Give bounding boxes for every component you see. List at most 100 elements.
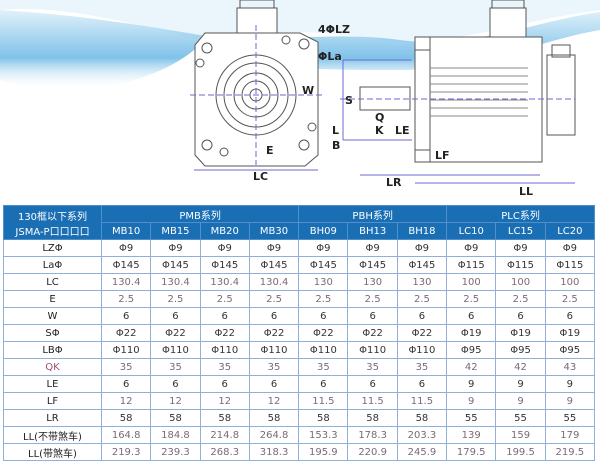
table-cell: 6 bbox=[100, 307, 152, 325]
label-le: LE bbox=[395, 124, 410, 137]
label-q: Q bbox=[375, 111, 384, 124]
table-cell: 43 bbox=[544, 358, 596, 376]
table-cell: Φ22 bbox=[199, 324, 250, 342]
table-cell: Φ22 bbox=[298, 324, 349, 342]
model-header-bh09: BH09 bbox=[298, 222, 349, 240]
table-cell: Φ115 bbox=[544, 256, 596, 274]
label-lr: LR bbox=[386, 176, 402, 189]
table-cell: 42 bbox=[495, 358, 546, 376]
table-cell: 130.4 bbox=[150, 273, 201, 291]
model-header-bh18: BH18 bbox=[396, 222, 448, 240]
table-row: E 2.5 2.5 2.5 2.5 2.5 2.5 2.5 2.5 2.5 2.5 bbox=[3, 290, 596, 308]
row-label: E bbox=[3, 290, 102, 308]
group-pbh: PBH系列 bbox=[298, 205, 448, 223]
table-cell: 6 bbox=[298, 307, 349, 325]
table-cell: Φ9 bbox=[248, 239, 300, 257]
table-cell: 6 bbox=[248, 307, 300, 325]
table-cell: Φ9 bbox=[396, 239, 448, 257]
group-pmb: PMB系列 bbox=[100, 205, 300, 223]
table-cell: 130.4 bbox=[100, 273, 152, 291]
table-cell: Φ115 bbox=[495, 256, 546, 274]
table-cell: Φ110 bbox=[248, 341, 300, 359]
label-e: E bbox=[266, 144, 274, 157]
table-cell: 179.5 bbox=[446, 443, 497, 461]
table-cell: 9 bbox=[446, 392, 497, 410]
label-w: W bbox=[302, 84, 314, 97]
table-row: LZΦ Φ9 Φ9 Φ9 Φ9 Φ9 Φ9 Φ9 Φ9 Φ9 Φ9 bbox=[3, 239, 596, 257]
table-cell: 58 bbox=[347, 409, 398, 427]
table-row: LE 6 6 6 6 6 6 6 9 9 9 bbox=[3, 375, 596, 393]
label-k: K bbox=[375, 124, 384, 137]
table-cell: Φ95 bbox=[495, 341, 546, 359]
row-label: LZΦ bbox=[3, 239, 102, 257]
table-row: LF 12 12 12 12 11.5 11.5 11.5 9 9 9 bbox=[3, 392, 596, 410]
table-cell: 6 bbox=[199, 307, 250, 325]
label-lc: LC bbox=[253, 170, 268, 183]
table-cell: 100 bbox=[446, 273, 497, 291]
row-label: LC bbox=[3, 273, 102, 291]
table-cell: 178.3 bbox=[347, 426, 398, 444]
table-cell: 130 bbox=[347, 273, 398, 291]
table-cell: Φ19 bbox=[495, 324, 546, 342]
table-cell: 12 bbox=[199, 392, 250, 410]
table-cell: Φ145 bbox=[100, 256, 152, 274]
dimension-table: 130框以下系列 JSMA-P口口口口 PMB系列 PBH系列 PLC系列 MB… bbox=[3, 205, 596, 461]
table-cell: 164.8 bbox=[100, 426, 152, 444]
table-cell: 245.9 bbox=[396, 443, 448, 461]
table-row: SΦ Φ22 Φ22 Φ22 Φ22 Φ22 Φ22 Φ22 Φ19 Φ19 Φ19 bbox=[3, 324, 596, 342]
table-cell: 35 bbox=[100, 358, 152, 376]
table-cell: 6 bbox=[495, 307, 546, 325]
table-cell: 6 bbox=[544, 307, 596, 325]
table-cell: 159 bbox=[495, 426, 546, 444]
label-ll: LL bbox=[519, 185, 533, 198]
table-cell: 12 bbox=[150, 392, 201, 410]
table-cell: 6 bbox=[199, 375, 250, 393]
model-header-lc20: LC20 bbox=[544, 222, 596, 240]
table-cell: 2.5 bbox=[248, 290, 300, 308]
table-cell: 55 bbox=[446, 409, 497, 427]
row-label: LaΦ bbox=[3, 256, 102, 274]
motor-side-view bbox=[340, 0, 576, 184]
model-header-lc10: LC10 bbox=[446, 222, 497, 240]
table-cell: 35 bbox=[199, 358, 250, 376]
table-cell: 195.9 bbox=[298, 443, 349, 461]
table-cell: 6 bbox=[298, 375, 349, 393]
table-cell: Φ110 bbox=[199, 341, 250, 359]
table-row: LaΦ Φ145 Φ145 Φ145 Φ145 Φ145 Φ145 Φ145 Φ115 Φ115 Φ… bbox=[3, 256, 596, 274]
table-cell: 6 bbox=[446, 307, 497, 325]
table-cell: 6 bbox=[150, 375, 201, 393]
row-label: QK bbox=[3, 358, 102, 376]
table-cell: 2.5 bbox=[495, 290, 546, 308]
table-cell: Φ145 bbox=[396, 256, 448, 274]
table-cell: 35 bbox=[150, 358, 201, 376]
table-row: LR 58 58 58 58 58 58 58 55 55 55 bbox=[3, 409, 596, 427]
table-cell: Φ145 bbox=[298, 256, 349, 274]
table-cell: 6 bbox=[248, 375, 300, 393]
table-cell: Φ110 bbox=[100, 341, 152, 359]
table-cell: 9 bbox=[446, 375, 497, 393]
row-label: LE bbox=[3, 375, 102, 393]
table-cell: Φ145 bbox=[150, 256, 201, 274]
table-cell: 239.3 bbox=[150, 443, 201, 461]
table-cell: Φ9 bbox=[150, 239, 201, 257]
table-cell: Φ9 bbox=[199, 239, 250, 257]
row-label: W bbox=[3, 307, 102, 325]
table-cell: Φ110 bbox=[150, 341, 201, 359]
table-cell: 35 bbox=[248, 358, 300, 376]
model-header-mb20: MB20 bbox=[199, 222, 250, 240]
table-cell: Φ9 bbox=[100, 239, 152, 257]
table-cell: 58 bbox=[199, 409, 250, 427]
label-4-lz: 4ΦLZ bbox=[318, 23, 350, 36]
table-cell: 2.5 bbox=[446, 290, 497, 308]
label-lf: LF bbox=[435, 149, 450, 162]
model-pattern: JSMA-P口口口口 bbox=[15, 226, 90, 238]
table-cell: 12 bbox=[248, 392, 300, 410]
table-cell: 2.5 bbox=[347, 290, 398, 308]
table-cell: Φ110 bbox=[298, 341, 349, 359]
group-plc: PLC系列 bbox=[446, 205, 595, 223]
table-cell: 6 bbox=[396, 307, 448, 325]
table-cell: Φ19 bbox=[446, 324, 497, 342]
table-cell: 9 bbox=[495, 375, 546, 393]
table-cell: Φ9 bbox=[544, 239, 596, 257]
